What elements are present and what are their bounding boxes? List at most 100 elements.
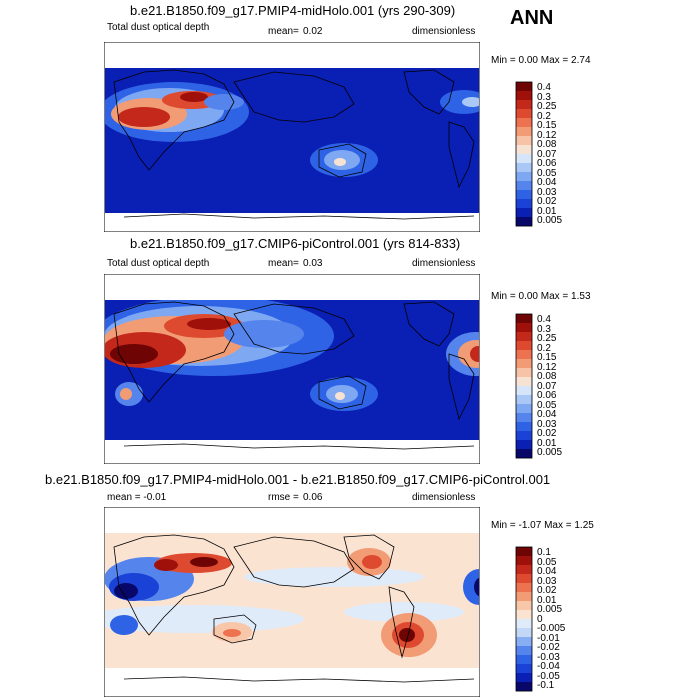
panel3-colorbar-swatch: [516, 583, 532, 593]
panel3-cb-label: 0.005: [537, 604, 563, 615]
panel2-colorbar-swatch: [516, 386, 532, 396]
panel3-cb-label: -0.1: [537, 680, 555, 691]
panel1-colorbar-swatch: [516, 91, 532, 101]
panel1-colorbar-swatch: [516, 163, 532, 173]
panel3-coastlines: [113, 534, 475, 683]
panel3-colorbar-labels: 0.1 0.05 0.04 0.03 0.02 0.01 0.005 0 -0.…: [537, 547, 587, 695]
panel2-cb-label: 0.2: [537, 342, 551, 354]
panel3-colorbar-swatch: [516, 592, 532, 602]
panel1-colorbar-swatch: [516, 199, 532, 209]
panel2-cb-label: 0.005: [537, 447, 563, 458]
panel2-colorbar-labels: 0.4 0.3 0.25 0.2 0.15 0.12 0.08 0.07 0.0…: [537, 314, 587, 462]
panel3-cb-label: 0: [537, 613, 543, 625]
panel3-units: dimensionless: [412, 492, 476, 503]
panel2-colorbar-swatch: [516, 449, 532, 459]
panel2-cb-label: 0.01: [537, 437, 557, 449]
panel1-mean-value: 0.02: [303, 26, 323, 37]
panel3-colorbar-swatch: [516, 610, 532, 620]
panel2-colorbar-swatch: [516, 377, 532, 387]
panel1-colorbar-swatch: [516, 109, 532, 119]
panel3-cb-label: -0.01: [537, 632, 560, 644]
panel3-colorbar-swatch: [516, 619, 532, 629]
season-label: ANN: [510, 7, 554, 29]
panel3-minmax: Min = -1.07 Max = 1.25: [491, 520, 594, 531]
panel3-cb-label: -0.02: [537, 642, 560, 653]
panel2-minmax: Min = 0.00 Max = 1.53: [491, 291, 591, 302]
panel1-cb-label: 0.02: [537, 196, 557, 207]
panel2-cb-label: 0.3: [537, 323, 551, 335]
panel2-colorbar-swatch: [516, 368, 532, 378]
panel1-colorbar-swatch: [516, 136, 532, 146]
panel1-colorbar-swatch: [516, 172, 532, 182]
panel3-cb-label: 0.03: [537, 575, 557, 587]
panel3-cb-label: 0.1: [537, 547, 551, 558]
panel2-cb-label: 0.07: [537, 380, 557, 392]
panel3-colorbar: [515, 546, 533, 692]
panel3-rmse-value: 0.06: [303, 492, 323, 503]
panel2-colorbar-swatch: [516, 359, 532, 369]
panel3-cb-label: -0.05: [537, 670, 560, 682]
panel2-cb-label: 0.25: [537, 333, 557, 344]
panel2-cb-label: 0.04: [537, 409, 557, 420]
panel1-colorbar-swatch: [516, 82, 532, 92]
panel2-colorbar-swatch: [516, 422, 532, 432]
panel1-colorbar-labels: 0.4 0.3 0.25 0.2 0.15 0.12 0.08 0.07 0.0…: [537, 82, 587, 230]
panel1-colorbar-swatch: [516, 190, 532, 200]
panel3-colorbar-swatch: [516, 655, 532, 665]
panel2-colorbar-swatch: [516, 341, 532, 351]
panel1-colorbar-swatch: [516, 217, 532, 227]
panel1-colorbar-swatch: [516, 145, 532, 155]
panel1-cb-label: 0.12: [537, 129, 557, 141]
panel1-colorbar-swatch: [516, 100, 532, 110]
panel3-rmse-label: rmse =: [268, 492, 299, 503]
panel2-colorbar-swatch: [516, 332, 532, 342]
panel3-colorbar-swatch: [516, 682, 532, 692]
panel2-variable-label: Total dust optical depth: [107, 258, 210, 269]
panel1-colorbar-swatch: [516, 127, 532, 137]
panel3-cb-label: 0.02: [537, 585, 557, 596]
panel1-colorbar-swatch: [516, 154, 532, 164]
panel1-cb-label: 0.05: [537, 167, 557, 179]
panel3-colorbar-swatch: [516, 664, 532, 674]
panel1-colorbar: [515, 81, 533, 227]
panel2-cb-label: 0.08: [537, 371, 557, 382]
panel2-cb-label: 0.03: [537, 418, 557, 430]
panel1-coastlines: [113, 69, 475, 220]
panel2-mean-label: mean=: [268, 258, 299, 269]
panel3-cb-label: 0.05: [537, 556, 557, 568]
panel1-colorbar-swatch: [516, 208, 532, 218]
panel1-cb-label: 0.3: [537, 91, 551, 103]
panel1-cb-label: 0.4: [537, 82, 551, 93]
panel2-colorbar-swatch: [516, 395, 532, 405]
panel2-colorbar-swatch: [516, 323, 532, 333]
panel3-colorbar-swatch: [516, 673, 532, 683]
panel2-cb-label: 0.06: [537, 390, 557, 401]
panel2-cb-label: 0.4: [537, 314, 551, 325]
panel3-colorbar-swatch: [516, 646, 532, 656]
panel2-colorbar-swatch: [516, 314, 532, 324]
panel3-colorbar-swatch: [516, 628, 532, 638]
panel2-colorbar-swatch: [516, 350, 532, 360]
panel2-colorbar-swatch: [516, 413, 532, 423]
panel2-cb-label: 0.02: [537, 428, 557, 439]
panel3-cb-label: 0.04: [537, 566, 557, 577]
panel1-map: [104, 42, 480, 232]
panel1-cb-label: 0.25: [537, 101, 557, 112]
panel3-colorbar-swatch: [516, 547, 532, 557]
panel3-cb-label: -0.03: [537, 651, 560, 663]
panel1-minmax: Min = 0.00 Max = 2.74: [491, 55, 591, 66]
panel1-colorbar-swatch: [516, 181, 532, 191]
panel2-cb-label: 0.05: [537, 399, 557, 411]
panel1-colorbar-swatch: [516, 118, 532, 128]
panel3-colorbar-swatch: [516, 601, 532, 611]
panel1-cb-label: 0.005: [537, 215, 563, 226]
panel3-colorbar-swatch: [516, 574, 532, 584]
panel2-colorbar-swatch: [516, 440, 532, 450]
panel1-variable-label: Total dust optical depth: [107, 22, 210, 33]
panel1-cb-label: 0.07: [537, 148, 557, 160]
panel2-colorbar-swatch: [516, 404, 532, 414]
panel2-cb-label: 0.15: [537, 352, 557, 363]
panel3-mean-label: mean = -0.01: [107, 492, 167, 503]
panel3-map: [104, 507, 480, 697]
panel3-colorbar-swatch: [516, 637, 532, 647]
